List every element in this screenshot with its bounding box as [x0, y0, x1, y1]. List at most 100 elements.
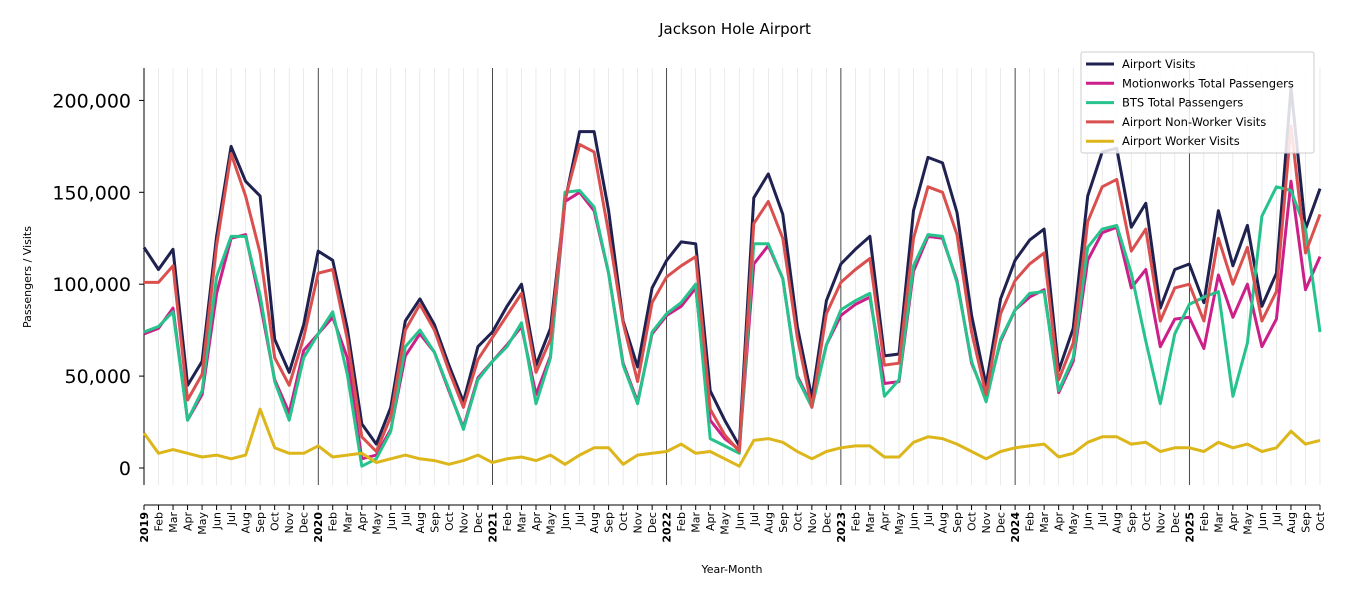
y-tick-label: 50,000	[65, 366, 131, 388]
x-tick-label-month: Jul	[225, 512, 238, 526]
x-tick-label-month: Oct	[966, 511, 979, 531]
x-tick-label-month: Feb	[849, 512, 862, 531]
series-lines	[142, 86, 1322, 468]
x-tick-label-month: Jul	[1270, 512, 1283, 526]
x-tick-label-month: Feb	[327, 512, 340, 531]
x-tick-label-month: Nov	[1154, 512, 1167, 534]
chart-title: Jackson Hole Airport	[658, 20, 811, 38]
x-tick-label-year: 2023	[835, 512, 848, 543]
x-tick-label-month: May	[196, 512, 209, 535]
legend-label: Airport Visits	[1122, 57, 1196, 71]
x-tick-label-month: Feb	[153, 512, 166, 531]
legend-label: Motionworks Total Passengers	[1122, 76, 1294, 90]
x-tick-label-month: Jun	[907, 512, 920, 530]
x-tick-label-month: Nov	[457, 512, 470, 534]
x-tick-label-month: Oct	[1314, 511, 1327, 531]
x-tick-label-month: Apr	[530, 512, 543, 532]
x-tick-label-month: Apr	[182, 512, 195, 532]
x-tick-label-month: Mar	[1212, 512, 1225, 533]
x-tick-label-month: May	[1067, 512, 1080, 535]
legend-box	[1080, 51, 1315, 154]
series-line-airport-non-worker-visits	[144, 124, 1322, 453]
x-tick-label-month: Feb	[1024, 512, 1037, 531]
y-axis-label: Passengers / Visits	[21, 226, 34, 328]
x-tick-label-month: Dec	[472, 512, 485, 533]
x-axis-label: Year-Month	[700, 563, 762, 576]
x-tick-label-month: Nov	[980, 512, 993, 534]
x-tick-label-month: Aug	[240, 512, 253, 533]
x-tick-label-month: Aug	[1111, 512, 1124, 533]
x-tick-label-month: May	[370, 512, 383, 535]
x-tick-label-year: 2019	[138, 512, 151, 543]
x-tick-label-month: Sep	[1125, 512, 1138, 533]
x-tick-label-month: Jul	[574, 512, 587, 526]
x-tick-label-month: Jul	[748, 512, 761, 526]
x-tick-label-month: Apr	[878, 512, 891, 532]
x-tick-label-month: Nov	[806, 512, 819, 534]
legend-label: Airport Non-Worker Visits	[1122, 115, 1266, 129]
x-tick-label-month: Jun	[733, 512, 746, 530]
y-tick-label: 100,000	[52, 274, 131, 296]
series-line-bts-total-passengers	[143, 185, 1322, 468]
x-tick-label-month: Mar	[690, 512, 703, 533]
x-tick-label-month: Jun	[1256, 512, 1269, 530]
legend-label: BTS Total Passengers	[1122, 96, 1243, 110]
y-tick-label: 0	[119, 458, 131, 480]
x-tick-label-month: Jun	[385, 512, 398, 530]
x-tick-label-month: Mar	[864, 512, 877, 533]
legend-label: Airport Worker Visits	[1122, 134, 1240, 148]
axes	[143, 68, 1320, 506]
x-tick-label-month: Feb	[675, 512, 688, 531]
x-tick-label-month: Mar	[341, 512, 354, 533]
series-line-motionworks-total-passengers	[143, 179, 1322, 461]
x-tick-label-year: 2020	[312, 512, 325, 543]
x-tick-label-year: 2024	[1009, 512, 1022, 543]
series-line-airport-visits	[142, 86, 1322, 448]
x-tick-label-month: Oct	[443, 511, 456, 531]
x-tick-label-month: Apr	[1053, 512, 1066, 532]
x-tick-label-month: Jul	[922, 512, 935, 526]
x-tick-label-month: May	[545, 512, 558, 535]
x-tick-label-month: Jun	[1082, 512, 1095, 530]
x-tick-label-month: Jul	[399, 512, 412, 526]
x-tick-label-month: Sep	[254, 512, 267, 533]
x-tick-label-month: Dec	[995, 512, 1008, 533]
x-tick-label-month: Dec	[298, 512, 311, 533]
x-tick-label-month: Aug	[588, 512, 601, 533]
x-tick-label-month: Oct	[269, 511, 282, 531]
x-tick-label-month: Apr	[704, 512, 717, 532]
y-tick-label: 200,000	[52, 90, 131, 112]
x-tick-label-month: Feb	[1198, 512, 1211, 531]
x-tick-label-month: Sep	[777, 512, 790, 533]
x-tick-label-month: Feb	[501, 512, 514, 531]
x-tick-label-month: Nov	[632, 512, 645, 534]
x-tick-label-month: Mar	[1038, 512, 1051, 533]
x-tick-label-month: Sep	[1299, 512, 1312, 533]
x-tick-label-month: Aug	[414, 512, 427, 533]
x-tick-label-year: 2021	[486, 512, 499, 543]
x-tick-label-month: Aug	[937, 512, 950, 533]
x-tick-label-month: Oct	[791, 511, 804, 531]
x-tick-label-month: Sep	[428, 512, 441, 533]
x-tick-label-month: May	[1241, 512, 1254, 535]
x-tick-label-month: Oct	[617, 511, 630, 531]
x-tick-label-month: Sep	[951, 512, 964, 533]
x-tick-label-month: Aug	[762, 512, 775, 533]
x-tick-label-year: 2022	[661, 512, 674, 543]
x-tick-label-month: Apr	[356, 512, 369, 532]
x-tick-label-month: Dec	[646, 512, 659, 533]
x-tick-label-month: Dec	[820, 512, 833, 533]
x-tick-label-month: Dec	[1169, 512, 1182, 533]
x-tick-label-month: May	[893, 512, 906, 535]
x-tick-label-month: May	[719, 512, 732, 535]
x-tick-label-month: Jun	[559, 512, 572, 530]
x-tick-label-month: Aug	[1285, 512, 1298, 533]
x-tick-label-month: Nov	[283, 512, 296, 534]
x-tick-label-month: Sep	[603, 512, 616, 533]
x-tick-label-month: Apr	[1227, 512, 1240, 532]
x-tick-label-month: Jul	[1096, 512, 1109, 526]
x-tick-label-month: Mar	[515, 512, 528, 533]
y-tick-label: 150,000	[52, 182, 131, 204]
